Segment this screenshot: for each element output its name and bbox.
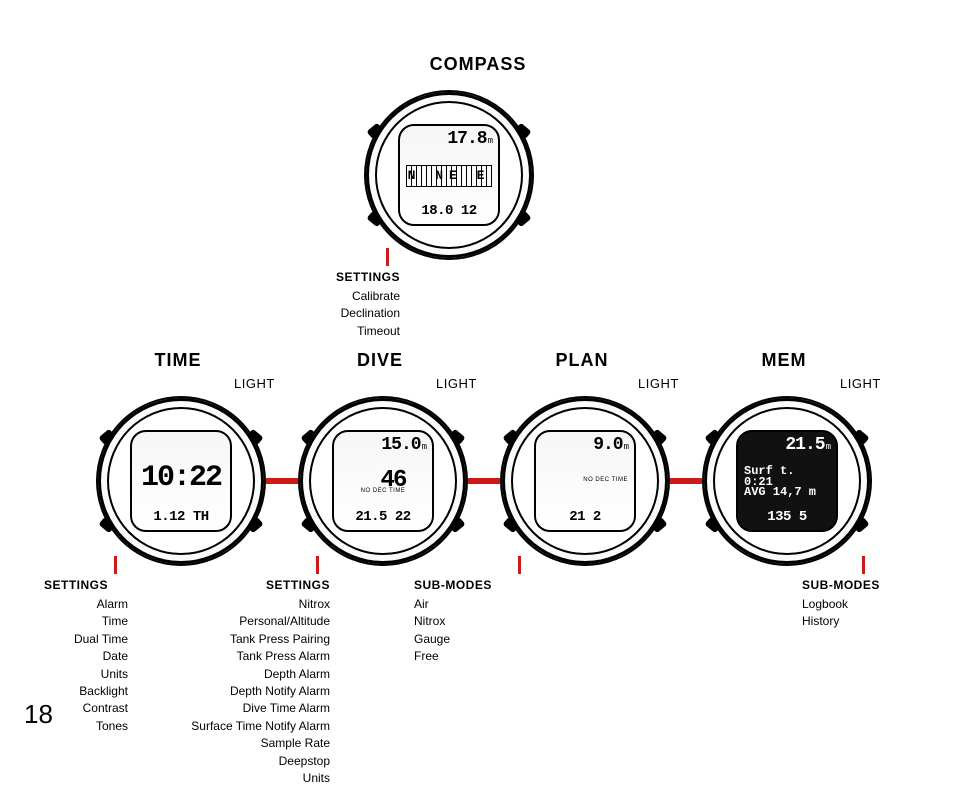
plan-depth: 9.0m [593, 436, 628, 454]
time-tick-icon [114, 556, 117, 574]
settings-item: Timeout [312, 323, 400, 340]
mem-light-label: LIGHT [840, 376, 881, 391]
mem-title: MEM [694, 350, 874, 371]
settings-item: Time [44, 613, 128, 630]
settings-header: SETTINGS [312, 270, 400, 284]
settings-item: Gauge [414, 631, 464, 648]
dive-sub-label: NO DEC TIME [361, 488, 406, 494]
settings-item: Contrast [44, 700, 128, 717]
connector-icon [266, 478, 298, 484]
settings-item: Alarm [44, 596, 128, 613]
submodes-header: SUB-MODES [802, 578, 892, 592]
settings-item: Deepstop [182, 753, 330, 770]
settings-list: CalibrateDeclinationTimeout [312, 288, 400, 340]
settings-item: Calibrate [312, 288, 400, 305]
dive-bottom: 21.5 22 [355, 510, 410, 524]
compass-watch: 17.8m N NE E 18.0 12 [364, 90, 534, 260]
compass-bottom: 18.0 12 [421, 204, 476, 218]
settings-list: NitroxPersonal/AltitudeTank Press Pairin… [182, 596, 330, 787]
mem-watch: 21.5m Surf t. 0:21 AVG 14,7 m 135 5 [702, 396, 872, 566]
mem-tick-icon [862, 556, 865, 574]
settings-item: Units [182, 770, 330, 787]
mem-bottom: 135 5 [767, 510, 807, 524]
settings-item: Sample Rate [182, 735, 330, 752]
compass-depth: 17.8m [447, 130, 492, 148]
compass-title: COMPASS [388, 54, 568, 75]
settings-item: Units [44, 666, 128, 683]
settings-item: Air [414, 596, 464, 613]
settings-item: Depth Notify Alarm [182, 683, 330, 700]
submodes-list: LogbookHistory [802, 596, 892, 631]
settings-item: Nitrox [414, 613, 464, 630]
settings-item: Tank Press Pairing [182, 631, 330, 648]
plan-bottom: 21 2 [569, 510, 601, 524]
settings-item: Tank Press Alarm [182, 648, 330, 665]
settings-item: Free [414, 648, 464, 665]
settings-item: Surface Time Notify Alarm [182, 718, 330, 735]
plan-title: PLAN [492, 350, 672, 371]
compass-tick-icon [386, 248, 389, 266]
dive-watch: 15.0m 46 NO DEC TIME 21.5 22 [298, 396, 468, 566]
mem-submodes: SUB-MODES LogbookHistory [802, 578, 892, 631]
settings-item: Declination [312, 305, 400, 322]
submodes-header: SUB-MODES [414, 578, 464, 592]
settings-item: Logbook [802, 596, 892, 613]
time-value: 10:22 [141, 465, 221, 492]
time-title: TIME [88, 350, 268, 371]
submodes-list: AirNitroxGaugeFree [414, 596, 464, 666]
settings-header: SETTINGS [44, 578, 128, 592]
settings-item: Nitrox [182, 596, 330, 613]
mem-line2: AVG 14,7 m [744, 487, 830, 498]
dive-depth: 15.0m [381, 436, 426, 454]
time-settings: SETTINGS AlarmTimeDual TimeDateUnitsBack… [44, 578, 128, 735]
dive-title: DIVE [290, 350, 470, 371]
time-watch: 10:22 1.12 TH [96, 396, 266, 566]
time-light-label: LIGHT [234, 376, 275, 391]
settings-item: Date [44, 648, 128, 665]
settings-item: Personal/Altitude [182, 613, 330, 630]
plan-watch: 9.0m NO DEC TIME 21 2 [500, 396, 670, 566]
time-date: 1.12 TH [153, 510, 208, 524]
plan-sub-label: NO DEC TIME [583, 477, 628, 483]
settings-item: Backlight [44, 683, 128, 700]
connector-icon [670, 478, 702, 484]
dive-light-label: LIGHT [436, 376, 477, 391]
mem-depth: 21.5m [785, 436, 830, 454]
settings-item: History [802, 613, 892, 630]
compass-settings: SETTINGS CalibrateDeclinationTimeout [312, 270, 400, 340]
mem-line1: Surf t. 0:21 [744, 466, 830, 488]
compass-heading: N NE E [406, 168, 492, 183]
plan-submodes: SUB-MODES AirNitroxGaugeFree [414, 578, 464, 666]
dive-tick-icon [316, 556, 319, 574]
plan-tick-icon [518, 556, 521, 574]
settings-item: Dive Time Alarm [182, 700, 330, 717]
settings-header: SETTINGS [182, 578, 330, 592]
page-number: 18 [24, 699, 53, 730]
settings-item: Depth Alarm [182, 666, 330, 683]
settings-list: AlarmTimeDual TimeDateUnitsBacklightCont… [44, 596, 128, 735]
plan-light-label: LIGHT [638, 376, 679, 391]
connector-icon [468, 478, 500, 484]
settings-item: Dual Time [44, 631, 128, 648]
settings-item: Tones [44, 718, 128, 735]
